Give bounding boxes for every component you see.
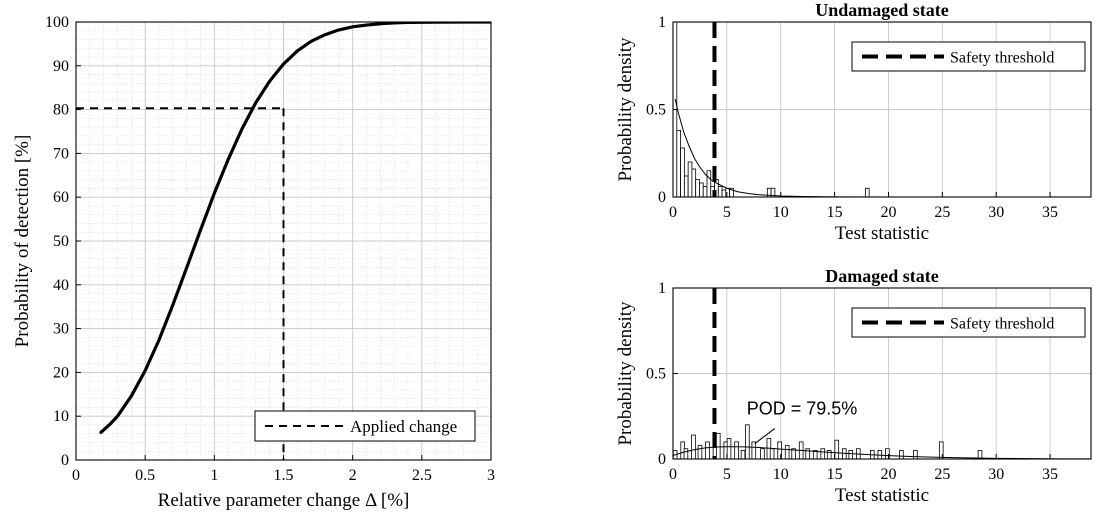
y-tick-label: 0 xyxy=(658,189,666,206)
x-tick-label: 10 xyxy=(773,204,789,221)
x-tick-label: 0 xyxy=(669,204,677,221)
x-tick-label: 25 xyxy=(934,204,950,221)
histogram-bar xyxy=(834,439,840,459)
histogram-bar xyxy=(826,450,832,459)
x-axis-label: Relative parameter change Δ [%] xyxy=(158,490,410,511)
histogram-bar xyxy=(697,444,703,459)
chart-panel-1: 0 0.5 1 1.5 2 2.5 30102030405060708090100Relat… xyxy=(12,14,495,511)
x-tick-label: 0 xyxy=(669,466,677,483)
x-tick-label: 10 xyxy=(773,466,789,483)
fit-curve xyxy=(674,98,1091,197)
y-tick-label: 70 xyxy=(53,145,69,162)
histogram-bar xyxy=(676,130,681,197)
y-tick-label: 90 xyxy=(53,58,69,75)
chart-panel-3: POD = 79.5% 0 5 10 15 20 25 30 35 0 0.5 1 Test stati… xyxy=(615,266,1092,506)
x-tick-label: 0.5 xyxy=(135,467,155,484)
x-tick-label: 15 xyxy=(827,204,843,221)
histogram-bar xyxy=(691,168,697,197)
histogram-bar xyxy=(699,182,704,197)
pod-annotation-pointer xyxy=(754,428,776,445)
histogram-bar xyxy=(899,450,904,459)
x-tick-label: 2.5 xyxy=(412,467,432,484)
y-tick-label: 50 xyxy=(53,233,69,250)
y-tick-label: 20 xyxy=(53,364,69,381)
y-tick-label: 0 xyxy=(61,452,69,469)
legend-box xyxy=(254,410,476,442)
histogram-bar xyxy=(680,147,685,197)
pod-curve xyxy=(99,22,491,435)
histogram-bar xyxy=(769,448,775,459)
x-tick-label: 35 xyxy=(1042,466,1058,483)
x-tick-label: 1 xyxy=(210,467,218,484)
x-tick-label: 30 xyxy=(988,204,1004,221)
histogram-bar xyxy=(770,187,776,197)
histogram-bar xyxy=(784,444,790,459)
x-tick-label: 1.5 xyxy=(274,467,294,484)
y-axis-label: Probability density xyxy=(615,301,636,446)
x-tick-label: 20 xyxy=(880,204,896,221)
y-tick-label: 60 xyxy=(53,189,69,206)
histogram-bar xyxy=(726,438,732,459)
chart-panel-2: 0 5 10 15 20 25 30 35 0 0.5 1 Test statistic Probabi… xyxy=(615,0,1092,244)
chart-title: Undamaged state xyxy=(815,0,949,20)
y-axis-label: Probability density xyxy=(615,37,636,182)
legend-label: Applied change xyxy=(350,417,457,436)
histogram-bar xyxy=(760,448,765,459)
x-tick-label: 15 xyxy=(827,466,843,483)
x-tick-label: 2 xyxy=(349,467,357,484)
chart-title: Damaged state xyxy=(825,266,938,286)
y-tick-label: 10 xyxy=(53,408,69,425)
histogram-bar xyxy=(740,450,746,459)
histogram-bar xyxy=(683,175,689,197)
x-axis-label: Test statistic xyxy=(835,223,929,244)
histogram xyxy=(673,424,983,459)
histogram-bar xyxy=(745,424,750,459)
histogram-bar xyxy=(687,161,693,197)
histogram-bar xyxy=(734,441,739,459)
x-tick-label: 35 xyxy=(1042,204,1058,221)
histogram-bar xyxy=(717,186,723,197)
y-tick-label: 40 xyxy=(53,277,69,294)
y-tick-label: 1 xyxy=(658,14,666,31)
histogram-bar xyxy=(751,441,757,459)
histogram-bar xyxy=(812,450,818,459)
legend-label: Safety threshold xyxy=(950,316,1054,333)
y-tick-label: 0.5 xyxy=(646,366,666,383)
pod-annotation-label: POD = 79.5% xyxy=(747,399,858,419)
histogram-bar xyxy=(715,432,721,459)
histogram-bar xyxy=(820,448,826,459)
legend: Safety threshold xyxy=(851,41,1086,72)
legend-label: Safety threshold xyxy=(950,50,1054,67)
histogram-bar xyxy=(913,450,918,459)
histogram-bar xyxy=(683,448,689,459)
x-tick-label: 30 xyxy=(988,466,1004,483)
histogram-bar xyxy=(705,441,710,459)
y-tick-label: 1 xyxy=(658,280,666,297)
histogram-bar xyxy=(729,187,734,197)
y-tick-label: 0 xyxy=(658,451,666,468)
x-tick-label: 20 xyxy=(880,466,896,483)
legend: Applied change xyxy=(254,410,476,442)
legend: Safety threshold xyxy=(851,307,1086,338)
y-tick-label: 100 xyxy=(45,14,69,31)
histogram-bar xyxy=(721,189,727,197)
y-tick-label: 80 xyxy=(53,102,69,119)
histogram-bar xyxy=(702,186,708,197)
x-tick-label: 5 xyxy=(723,204,731,221)
histogram-bar xyxy=(864,187,870,197)
x-tick-label: 5 xyxy=(723,466,731,483)
y-axis-label: Probability of detection [%] xyxy=(12,135,33,348)
x-tick-label: 25 xyxy=(934,466,950,483)
histogram-bar xyxy=(695,179,700,197)
y-tick-label: 30 xyxy=(53,321,69,338)
x-axis-label: Test statistic xyxy=(835,485,929,506)
x-tick-label: 0 xyxy=(72,467,80,484)
x-tick-label: 3 xyxy=(487,467,495,484)
histogram-bar xyxy=(848,450,854,459)
histogram-bar xyxy=(977,450,983,459)
histogram-bar xyxy=(691,434,696,459)
y-tick-label: 0.5 xyxy=(646,102,666,119)
histogram-bar xyxy=(706,170,712,197)
